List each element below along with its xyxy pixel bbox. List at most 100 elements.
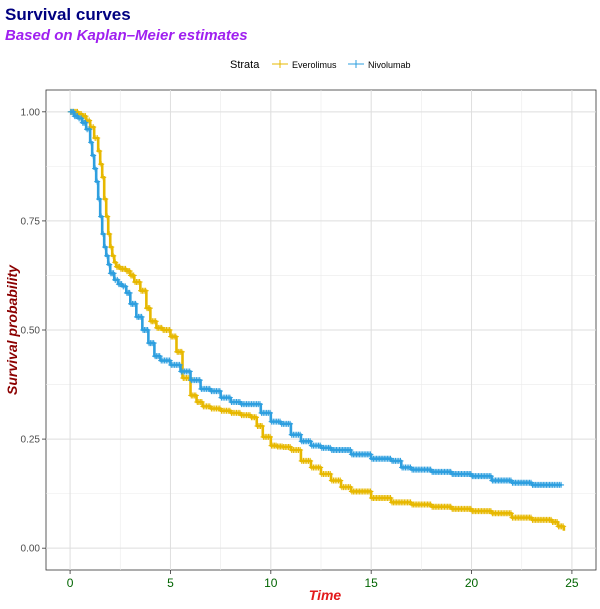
censor-mark-nivolumab: [132, 300, 139, 307]
censor-mark-nivolumab: [114, 276, 121, 283]
censor-mark-nivolumab: [86, 126, 93, 133]
censor-mark-nivolumab: [78, 115, 85, 122]
censor-mark-everolimus: [86, 117, 93, 124]
censor-mark-everolimus: [507, 510, 514, 517]
series-layer: [67, 108, 567, 531]
censor-mark-everolimus: [287, 443, 294, 450]
censor-mark-nivolumab: [266, 409, 273, 416]
censor-mark-everolimus: [560, 523, 567, 530]
censor-mark-everolimus: [82, 113, 89, 120]
censor-mark-nivolumab: [88, 139, 95, 146]
censor-mark-nivolumab: [156, 353, 163, 360]
x-axis-ticks: 0 5 10 15 20 25: [67, 570, 579, 590]
censor-mark-everolimus: [110, 252, 117, 259]
censor-mark-nivolumab: [558, 481, 565, 488]
censor-mark-nivolumab: [104, 252, 111, 259]
censor-mark-everolimus: [307, 457, 314, 464]
censor-mark-everolimus: [96, 148, 103, 155]
censor-mark-everolimus: [387, 495, 394, 501]
censor-mark-nivolumab: [176, 361, 183, 368]
x-tick-label: 25: [565, 576, 579, 590]
censor-mark-everolimus: [259, 423, 266, 429]
censor-mark-nivolumab: [70, 108, 77, 115]
censor-mark-everolimus: [102, 196, 109, 203]
censor-mark-nivolumab: [126, 289, 133, 296]
censor-mark-nivolumab: [100, 231, 107, 237]
censor-mark-nivolumab: [166, 357, 173, 364]
censor-mark-nivolumab: [367, 451, 374, 458]
censor-mark-nivolumab: [122, 283, 129, 290]
censor-mark-everolimus: [554, 519, 561, 525]
chart-subtitle: Based on Kaplan–Meier estimates: [5, 27, 248, 44]
censor-mark-nivolumab: [307, 438, 314, 445]
censor-mark-everolimus: [367, 488, 374, 495]
censor-mark-everolimus: [172, 333, 179, 340]
censor-mark-everolimus: [192, 392, 199, 399]
legend-label-nivolumab: Nivolumab: [368, 60, 411, 70]
censor-mark-nivolumab: [216, 388, 223, 395]
censor-mark-nivolumab: [297, 431, 304, 438]
censor-mark-nivolumab: [92, 165, 99, 172]
censor-mark-everolimus: [98, 161, 105, 168]
censor-mark-everolimus: [297, 447, 304, 453]
censor-mark-everolimus: [90, 124, 97, 131]
censor-mark-nivolumab: [94, 178, 101, 185]
censor-mark-nivolumab: [138, 313, 145, 320]
y-tick-label: 0.50: [21, 326, 41, 337]
censor-mark-nivolumab: [347, 447, 354, 453]
censor-mark-everolimus: [104, 213, 111, 220]
censor-mark-everolimus: [126, 268, 133, 275]
x-axis-title: Time: [309, 587, 342, 603]
censor-mark-everolimus: [317, 464, 324, 471]
censor-mark-nivolumab: [144, 327, 151, 333]
y-axis-ticks: 0.00 0.25 0.50 0.75 1.00: [21, 107, 46, 555]
censor-mark-everolimus: [136, 279, 143, 285]
censor-mark-everolimus: [146, 305, 153, 312]
censor-mark-everolimus: [100, 174, 107, 181]
censor-mark-everolimus: [130, 272, 137, 279]
censor-mark-nivolumab: [226, 394, 233, 401]
y-axis-title: Survival probability: [4, 264, 20, 395]
x-tick-label: 15: [365, 576, 379, 590]
y-tick-label: 0.25: [21, 435, 41, 446]
censor-mark-nivolumab: [196, 377, 203, 384]
censor-mark-everolimus: [327, 471, 334, 477]
legend-key-everolimus: [272, 60, 288, 68]
y-tick-label: 0.00: [21, 544, 41, 555]
censor-mark-nivolumab: [256, 401, 263, 408]
x-tick-label: 0: [67, 576, 74, 590]
censor-mark-everolimus: [94, 135, 101, 141]
censor-mark-everolimus: [253, 414, 260, 421]
survival-line-nivolumab: [70, 110, 562, 487]
legend-title: Strata: [230, 59, 260, 71]
censor-mark-nivolumab: [287, 420, 294, 427]
censor-mark-nivolumab: [186, 368, 193, 375]
x-tick-label: 5: [167, 576, 174, 590]
censor-mark-everolimus: [337, 477, 344, 484]
censor-mark-everolimus: [166, 327, 173, 333]
censor-mark-nivolumab: [102, 244, 109, 251]
y-tick-label: 0.75: [21, 216, 41, 227]
legend: Strata Everolimus Nivolumab: [230, 59, 411, 71]
grid: [46, 90, 596, 570]
censor-mark-nivolumab: [96, 196, 103, 203]
censor-mark-nivolumab: [397, 457, 404, 464]
legend-label-everolimus: Everolimus: [292, 60, 337, 70]
chart-title: Survival curves: [5, 5, 131, 24]
censor-mark-everolimus: [267, 433, 274, 440]
censor-mark-nivolumab: [90, 152, 97, 159]
x-tick-label: 10: [264, 576, 278, 590]
censor-mark-everolimus: [142, 287, 149, 294]
censor-mark-nivolumab: [106, 261, 113, 268]
censor-mark-nivolumab: [110, 270, 117, 277]
censor-mark-everolimus: [178, 348, 185, 355]
censor-mark-everolimus: [347, 484, 354, 491]
y-tick-label: 1.00: [21, 107, 41, 118]
censor-mark-everolimus: [106, 231, 113, 237]
censor-mark-nivolumab: [150, 340, 157, 347]
censor-mark-everolimus: [198, 399, 205, 405]
censor-mark-nivolumab: [98, 213, 105, 220]
censor-mark-everolimus: [152, 318, 159, 325]
censor-mark-everolimus: [112, 259, 119, 266]
